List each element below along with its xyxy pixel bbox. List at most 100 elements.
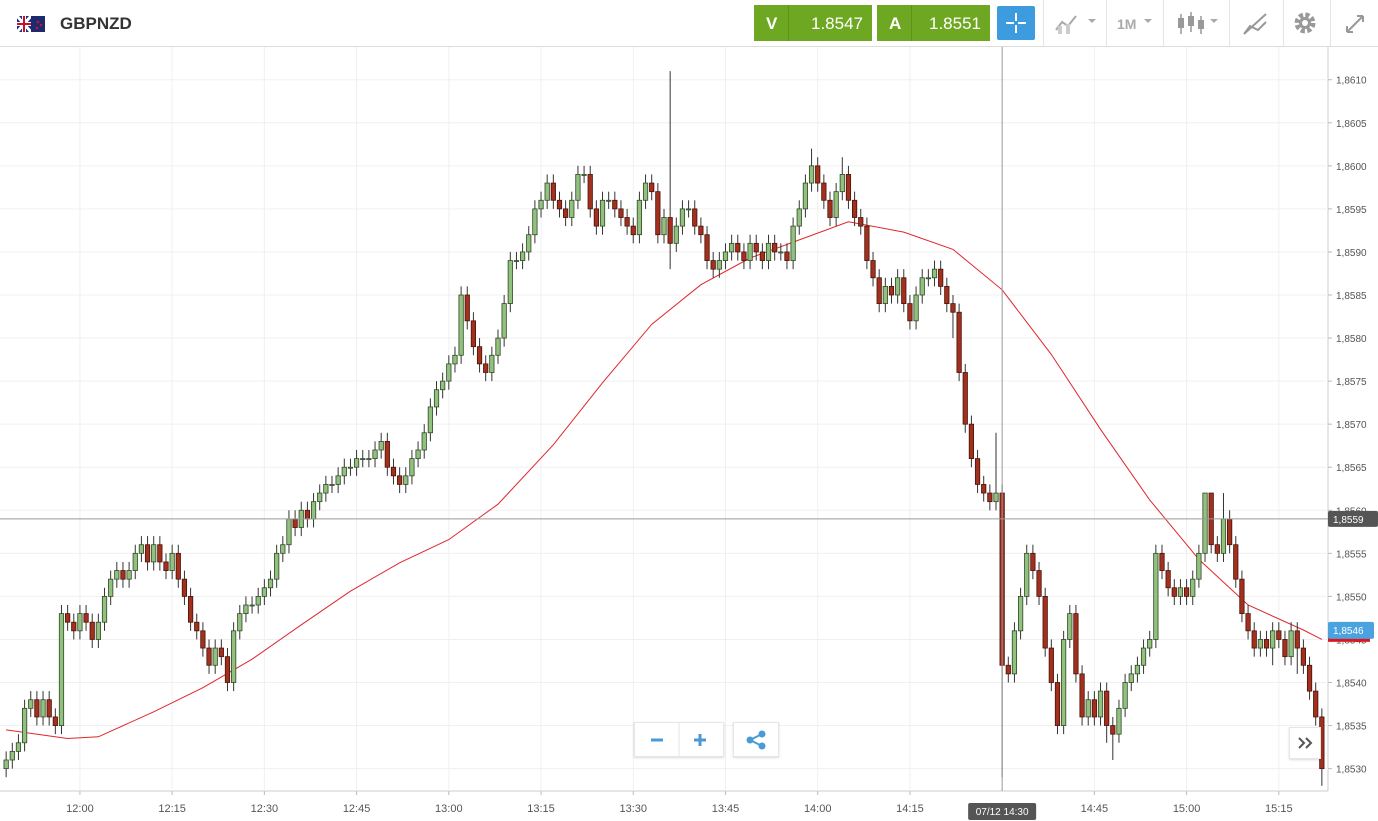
flag-icon [17,16,45,32]
candle-body [71,621,77,632]
candle-body [895,277,901,296]
x-tick-label: 14:15 [896,803,924,815]
fullscreen-button[interactable] [1330,0,1378,46]
candle-body [851,199,858,218]
candle-body [1282,639,1288,658]
candle-body [52,716,58,726]
candle-body [46,699,52,718]
candle-body [556,199,563,210]
candle-body [581,174,587,176]
y-tick-label: 1,8585 [1336,291,1367,302]
candle-body [1227,518,1233,546]
candle-body [403,475,409,485]
candle-body [931,268,938,279]
candle-body [83,613,89,623]
candle-body [808,165,815,184]
candle-body [15,742,22,752]
settings-button[interactable] [1283,0,1330,46]
candle-body [907,303,913,322]
candle-body [347,466,354,469]
candle-body [636,199,643,236]
last-price-box [1328,621,1374,639]
toolbar: GBPNZD V 1.8547 A 1.8551 1M [0,0,1378,47]
x-tick-label: 14:00 [804,803,832,815]
candle-body [673,225,679,244]
candle-body [563,208,569,218]
candle-body [384,440,390,468]
chart: 1,85301,85351,85401,85451,85501,85551,85… [0,47,1378,820]
crosshair-time-label: 07/12 14:30 [976,807,1029,818]
sell-button[interactable]: V 1.8547 [754,5,872,41]
candle-body [329,484,335,486]
candle-body [1079,673,1085,718]
candle-body [526,234,532,253]
y-tick-label: 1,8575 [1336,377,1367,388]
share-button[interactable] [733,722,779,757]
crosshair-price-label: 1,8559 [1333,515,1364,526]
candle-body [65,613,71,623]
candle-body [274,552,280,580]
y-tick-label: 1,8605 [1336,119,1367,130]
candle-body [1190,578,1196,597]
candle-body [292,518,298,528]
candle-body [212,647,218,666]
candle-body [1024,552,1030,597]
candle-body [790,225,796,261]
candle-body [704,234,710,261]
y-tick-label: 1,8535 [1336,722,1367,733]
candle-body [1054,682,1061,726]
timeframe-button[interactable]: 1M [1106,0,1163,46]
candle-body [286,518,292,546]
crosshair-button[interactable] [997,6,1035,40]
candle-body [1159,552,1165,571]
candle-body [630,225,636,236]
drawing-button[interactable] [1229,0,1283,46]
candle-body [784,251,790,261]
candle-body [397,475,403,485]
y-tick-label: 1,8570 [1336,420,1367,431]
y-tick-label: 1,8530 [1336,765,1367,776]
candle-body [827,199,833,218]
candle-body [452,354,458,365]
candle-body [144,544,151,563]
y-tick-label: 1,8565 [1336,463,1367,474]
y-tick-label: 1,8595 [1336,205,1367,216]
candle-body [1042,595,1048,649]
candle-body [341,466,347,477]
candle-body [458,294,464,356]
candle-body [944,285,950,305]
candle-body [544,182,550,201]
candle-body [464,294,470,322]
candle-body [120,570,126,580]
candle-body [870,260,876,279]
candle-body [642,182,649,201]
candle-body [1011,630,1018,675]
candle-body [981,484,987,494]
candle-body [151,544,157,563]
plot-background [0,47,1328,791]
candle-body [685,208,692,211]
candle-body [77,613,83,632]
candle-body [194,621,200,632]
candle-body [317,492,323,503]
candle-body [1140,647,1147,666]
buy-button[interactable]: A 1.8551 [877,5,990,41]
candle-body [845,174,852,201]
candle-body [261,587,267,597]
indicators-button[interactable] [1043,0,1106,46]
y-tick-label: 1,8580 [1336,334,1367,345]
candle-body [1134,664,1141,675]
candle-body [476,346,483,365]
candle-body [267,578,274,589]
candle-body [864,225,870,261]
candle-body [513,260,520,262]
candle-body [722,251,729,261]
candle-body [519,251,526,261]
candle-body [200,630,206,649]
candle-body [802,182,809,210]
x-tick-label: 13:30 [619,803,647,815]
scroll-right-button[interactable] [1289,727,1321,759]
chart-type-button[interactable] [1163,0,1229,46]
candle-body [415,449,421,460]
candle-body [667,217,673,244]
